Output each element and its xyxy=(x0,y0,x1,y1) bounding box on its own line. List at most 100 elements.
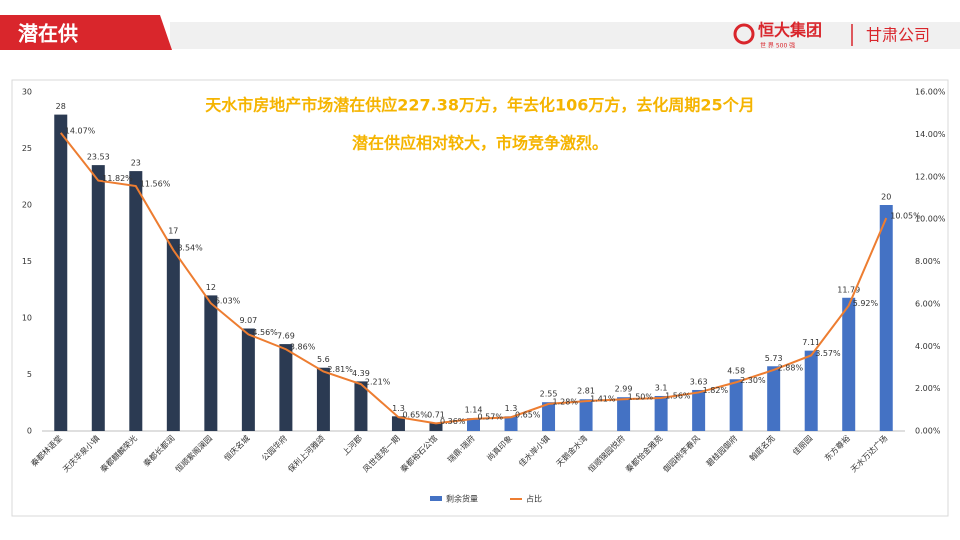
bar-label: 28 xyxy=(56,102,66,111)
x-tick-label: 恒顺锦园悦府 xyxy=(586,433,627,474)
bar-label: 2.99 xyxy=(615,385,633,394)
bar xyxy=(129,171,143,431)
bar xyxy=(654,395,668,431)
line-label: 3.57% xyxy=(815,349,841,358)
y-tick-label: 0 xyxy=(27,427,32,436)
bar xyxy=(804,350,818,431)
bar xyxy=(767,366,781,431)
line-label: 8.54% xyxy=(177,244,203,253)
bar xyxy=(879,205,893,431)
bar-label: 4.58 xyxy=(727,367,745,376)
y-tick-label: 15 xyxy=(22,257,32,266)
legend-swatch xyxy=(430,496,442,501)
bar xyxy=(504,416,518,431)
title-box xyxy=(0,15,172,50)
line-label: 0.65% xyxy=(515,411,541,420)
line-label: 0.57% xyxy=(478,412,504,421)
line-label: 6.03% xyxy=(215,297,241,306)
bar-label: 2.81 xyxy=(577,387,595,396)
bar xyxy=(316,367,330,431)
bar xyxy=(579,399,593,431)
x-tick-label: 东方尊裕 xyxy=(822,433,852,463)
bar-label: 20 xyxy=(881,193,891,202)
x-tick-label: 恒庆名城 xyxy=(222,433,252,463)
y2-tick-label: 8.00% xyxy=(915,257,941,266)
x-tick-label: 保利上河雅颂 xyxy=(286,433,327,474)
bar xyxy=(279,344,293,431)
y-tick-label: 30 xyxy=(22,88,32,97)
x-tick-label: 天庆华泉小镇 xyxy=(60,433,101,474)
line-label: 5.92% xyxy=(853,299,879,308)
logo-icon xyxy=(733,23,755,45)
bar xyxy=(467,418,480,431)
x-tick-label: 翰庭名苑 xyxy=(747,433,777,463)
x-tick-label: 秦都长都润 xyxy=(141,433,176,468)
header-bar xyxy=(170,22,960,49)
line-label: 0.65% xyxy=(402,411,428,420)
company: 甘肃公司 xyxy=(866,26,930,45)
bar-label: 23 xyxy=(131,159,141,168)
logo-sub: 世 界 500 强 xyxy=(760,42,795,50)
line-label: 14.07% xyxy=(65,126,96,135)
logo: 恒大集团 xyxy=(758,21,822,40)
x-tick-label: 天鹅金水湾 xyxy=(554,433,589,468)
x-tick-label: 尚真印象 xyxy=(485,433,515,463)
line-label: 1.82% xyxy=(703,386,729,395)
bar xyxy=(842,297,856,431)
x-tick-label: 恒顺紫阁澜园 xyxy=(173,433,214,474)
x-tick-label: 秦都裕石公馆 xyxy=(398,433,439,474)
line-label: 11.56% xyxy=(140,180,171,189)
line-label: 1.56% xyxy=(665,391,691,400)
line-label: 11.82% xyxy=(102,174,133,183)
x-tick-label: 天水万达广场 xyxy=(848,433,889,474)
bar xyxy=(354,381,368,431)
x-tick-label: 公园华府 xyxy=(259,433,289,463)
x-tick-label: 瑞鼎·瑞府 xyxy=(445,433,476,464)
x-tick-label: 秦都麒麟荣光 xyxy=(98,433,139,474)
bar xyxy=(241,328,255,431)
line-label: 10.05% xyxy=(890,212,921,221)
bar-label: 2.55 xyxy=(540,390,558,399)
bar xyxy=(617,397,631,431)
bar xyxy=(429,422,443,431)
page-title: 潜在供 xyxy=(18,22,78,46)
y2-tick-label: 10.00% xyxy=(915,215,946,224)
line-label: 2.88% xyxy=(778,363,804,372)
line xyxy=(59,132,888,425)
bar-label: 9.07 xyxy=(239,316,257,325)
x-tick-label: 佳水岸小镇 xyxy=(516,433,551,468)
annotation: 天水市房地产市场潜在供应227.38万方，年去化106万方，去化周期25个月 xyxy=(205,96,754,115)
bar-label: 3.1 xyxy=(655,383,668,392)
bar xyxy=(54,114,68,431)
bar-label: 11.79 xyxy=(837,285,860,294)
bar xyxy=(729,379,743,431)
y2-tick-label: 4.00% xyxy=(915,342,941,351)
x-tick-label: 凤世佳苑一期 xyxy=(361,433,402,474)
line-label: 1.28% xyxy=(553,397,579,406)
x-tick-label: 上河郡 xyxy=(340,433,364,457)
x-tick-label: 碧桂园御府 xyxy=(704,433,739,468)
bar-label: 5.73 xyxy=(765,354,783,363)
chart-frame xyxy=(11,79,949,517)
y-tick-label: 5 xyxy=(27,370,32,379)
legend-label: 占比 xyxy=(526,494,542,504)
y2-tick-label: 2.00% xyxy=(915,384,941,393)
line-label: 2.81% xyxy=(327,365,353,374)
line-label: 4.56% xyxy=(252,328,278,337)
bar xyxy=(204,295,218,431)
bar-label: 7.69 xyxy=(277,332,295,341)
line-label: 1.41% xyxy=(590,395,616,404)
y-tick-label: 20 xyxy=(22,201,32,210)
bar-label: 1.14 xyxy=(465,406,483,415)
line-label: 0.36% xyxy=(440,417,466,426)
y-tick-label: 10 xyxy=(22,314,32,323)
x-tick-label: 秦都林语堂 xyxy=(29,433,64,468)
bar-label: 0.71 xyxy=(427,410,445,419)
bar-label: 3.63 xyxy=(690,377,708,386)
line-label: 2.30% xyxy=(740,376,766,385)
x-tick-label: 佳丽园 xyxy=(790,433,814,457)
y2-tick-label: 14.00% xyxy=(915,130,946,139)
bar xyxy=(542,402,556,431)
